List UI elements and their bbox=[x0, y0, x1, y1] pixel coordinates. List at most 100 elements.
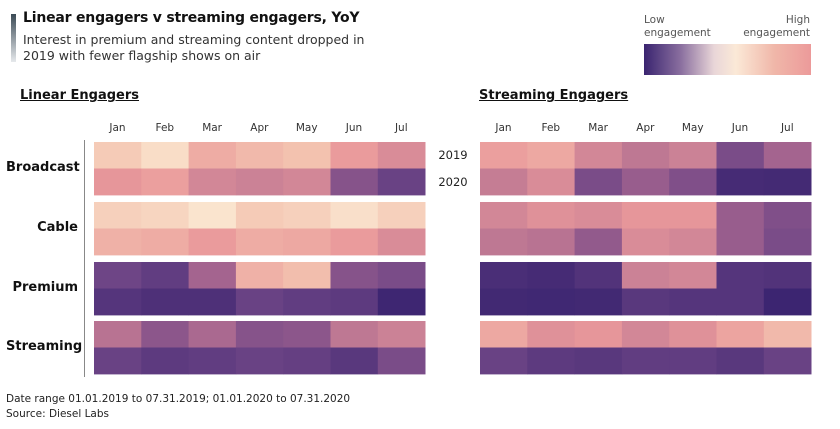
heat-cell-p2-premium-2020-may bbox=[669, 288, 717, 316]
category-axis-line bbox=[84, 140, 85, 377]
heat-cell-p2-streaming-2019-apr bbox=[621, 321, 670, 348]
chart-title: Linear engagers v streaming engagers, Yo… bbox=[23, 10, 360, 26]
heat-cell-p1-cable-2020-jun bbox=[330, 228, 379, 256]
heat-cell-p1-broadcast-2020-jul bbox=[377, 168, 426, 196]
heat-cell-p1-broadcast-2019-jul bbox=[377, 142, 426, 169]
heat-cell-p1-cable-2019-jul bbox=[377, 202, 426, 229]
heat-cell-p2-broadcast-2019-feb bbox=[527, 142, 575, 169]
heat-cell-p1-streaming-2019-may bbox=[283, 321, 331, 348]
month-label-mar-panel1: Mar bbox=[202, 122, 222, 134]
heat-cell-p1-premium-2020-jan bbox=[94, 288, 142, 316]
heat-cell-p2-cable-2020-jan bbox=[480, 228, 528, 256]
heat-cell-p1-premium-2019-apr bbox=[235, 262, 284, 289]
heat-cell-p1-streaming-2020-feb bbox=[141, 347, 189, 375]
heat-cell-p2-streaming-2020-feb bbox=[527, 347, 575, 375]
heat-cell-p1-cable-2019-jun bbox=[330, 202, 379, 229]
heat-cell-p2-broadcast-2020-jan bbox=[480, 168, 528, 196]
heat-cell-p1-premium-2019-mar bbox=[188, 262, 237, 289]
category-label-streaming: Streaming bbox=[6, 338, 83, 354]
month-label-may-panel2: May bbox=[681, 122, 704, 134]
heat-cell-p1-cable-2019-may bbox=[283, 202, 331, 229]
month-label-apr-panel1: Apr bbox=[250, 122, 269, 134]
month-label-mar-panel2: Mar bbox=[588, 122, 608, 134]
heat-cell-p1-streaming-2020-mar bbox=[188, 347, 237, 375]
heat-cell-p2-cable-2020-feb bbox=[527, 228, 575, 256]
heat-cell-p2-cable-2019-jun bbox=[716, 202, 765, 229]
heat-cell-p2-streaming-2019-jul bbox=[763, 321, 812, 348]
heat-cell-p2-premium-2019-feb bbox=[527, 262, 575, 289]
title-accent-bar bbox=[11, 14, 16, 62]
heat-cell-p2-broadcast-2020-feb bbox=[527, 168, 575, 196]
heat-cell-p1-streaming-2020-may bbox=[283, 347, 331, 375]
heat-cell-p2-cable-2019-jul bbox=[763, 202, 812, 229]
heat-cell-p1-broadcast-2020-mar bbox=[188, 168, 237, 196]
date-range-note: Date range 01.01.2019 to 07.31.2019; 01.… bbox=[6, 393, 351, 405]
heat-cell-p2-premium-2020-jun bbox=[716, 288, 765, 316]
heat-cell-p1-broadcast-2020-jan bbox=[94, 168, 142, 196]
heat-cell-p1-streaming-2020-jan bbox=[94, 347, 142, 375]
heat-cell-p1-broadcast-2019-may bbox=[283, 142, 331, 169]
heat-cell-p1-broadcast-2020-feb bbox=[141, 168, 189, 196]
category-label-broadcast: Broadcast bbox=[6, 159, 80, 175]
heat-cell-p1-premium-2019-jun bbox=[330, 262, 379, 289]
heat-cell-p2-cable-2020-jun bbox=[716, 228, 765, 256]
heat-cell-p1-streaming-2019-jun bbox=[330, 321, 379, 348]
month-label-jan-panel1: Jan bbox=[109, 122, 126, 134]
heat-cell-p1-cable-2019-jan bbox=[94, 202, 142, 229]
heat-cell-p1-cable-2020-feb bbox=[141, 228, 189, 256]
heat-cell-p1-premium-2020-apr bbox=[235, 288, 284, 316]
heat-cell-p2-premium-2020-apr bbox=[621, 288, 670, 316]
heat-cell-p2-cable-2020-may bbox=[669, 228, 717, 256]
heat-cell-p1-streaming-2020-apr bbox=[235, 347, 284, 375]
heat-cell-p1-streaming-2019-jan bbox=[94, 321, 142, 348]
heat-cell-p2-streaming-2019-jan bbox=[480, 321, 528, 348]
panel-title-linear: Linear Engagers bbox=[20, 88, 140, 103]
heat-cell-p1-premium-2019-jan bbox=[94, 262, 142, 289]
heat-cell-p1-streaming-2019-mar bbox=[188, 321, 237, 348]
heat-cell-p2-cable-2020-mar bbox=[574, 228, 623, 256]
heat-cell-p2-streaming-2020-mar bbox=[574, 347, 623, 375]
month-label-jul-panel1: Jul bbox=[394, 122, 408, 134]
heat-cell-p2-premium-2020-jul bbox=[763, 288, 812, 316]
heat-cell-p1-cable-2020-may bbox=[283, 228, 331, 256]
heat-cell-p1-cable-2019-mar bbox=[188, 202, 237, 229]
heat-cell-p2-broadcast-2019-jun bbox=[716, 142, 765, 169]
heat-cell-p1-streaming-2020-jul bbox=[377, 347, 426, 375]
heat-cell-p1-broadcast-2020-may bbox=[283, 168, 331, 196]
heat-cell-p2-premium-2019-may bbox=[669, 262, 717, 289]
heat-cell-p2-cable-2019-apr bbox=[621, 202, 670, 229]
heat-cell-p2-premium-2019-jul bbox=[763, 262, 812, 289]
heat-cell-p1-cable-2019-feb bbox=[141, 202, 189, 229]
heat-cell-p1-cable-2020-apr bbox=[235, 228, 284, 256]
heat-cell-p1-cable-2020-jan bbox=[94, 228, 142, 256]
heat-cell-p1-broadcast-2019-jun bbox=[330, 142, 379, 169]
heat-cell-p2-cable-2019-mar bbox=[574, 202, 623, 229]
heat-cell-p1-streaming-2019-feb bbox=[141, 321, 189, 348]
heat-cell-p2-cable-2019-feb bbox=[527, 202, 575, 229]
heat-cell-p1-premium-2020-feb bbox=[141, 288, 189, 316]
month-label-feb-panel2: Feb bbox=[541, 122, 561, 134]
chart-subtitle: Interest in premium and streaming conten… bbox=[23, 32, 365, 63]
heat-cell-p2-streaming-2019-may bbox=[669, 321, 717, 348]
heat-cell-p2-premium-2020-jan bbox=[480, 288, 528, 316]
heat-cell-p2-premium-2019-mar bbox=[574, 262, 623, 289]
month-label-may-panel1: May bbox=[295, 122, 318, 134]
heat-cell-p2-streaming-2019-mar bbox=[574, 321, 623, 348]
heat-cell-p2-broadcast-2019-jul bbox=[763, 142, 812, 169]
heat-cell-p2-streaming-2019-jun bbox=[716, 321, 765, 348]
heat-cell-p2-cable-2019-jan bbox=[480, 202, 528, 229]
heat-cell-p2-broadcast-2020-mar bbox=[574, 168, 623, 196]
heat-cell-p1-streaming-2019-apr bbox=[235, 321, 284, 348]
month-label-feb-panel1: Feb bbox=[155, 122, 175, 134]
legend-low-label: Low engagement bbox=[644, 14, 714, 40]
heat-cell-p1-broadcast-2020-jun bbox=[330, 168, 379, 196]
heat-cell-p2-streaming-2020-jul bbox=[763, 347, 812, 375]
heat-cell-p1-broadcast-2019-feb bbox=[141, 142, 189, 169]
heat-cell-p2-broadcast-2019-jan bbox=[480, 142, 528, 169]
heat-cell-p1-premium-2019-feb bbox=[141, 262, 189, 289]
heat-cell-p2-premium-2019-jun bbox=[716, 262, 765, 289]
heat-cell-p2-streaming-2020-apr bbox=[621, 347, 670, 375]
year-label-2019: 2019 bbox=[438, 148, 468, 162]
heat-cell-p2-premium-2020-mar bbox=[574, 288, 623, 316]
